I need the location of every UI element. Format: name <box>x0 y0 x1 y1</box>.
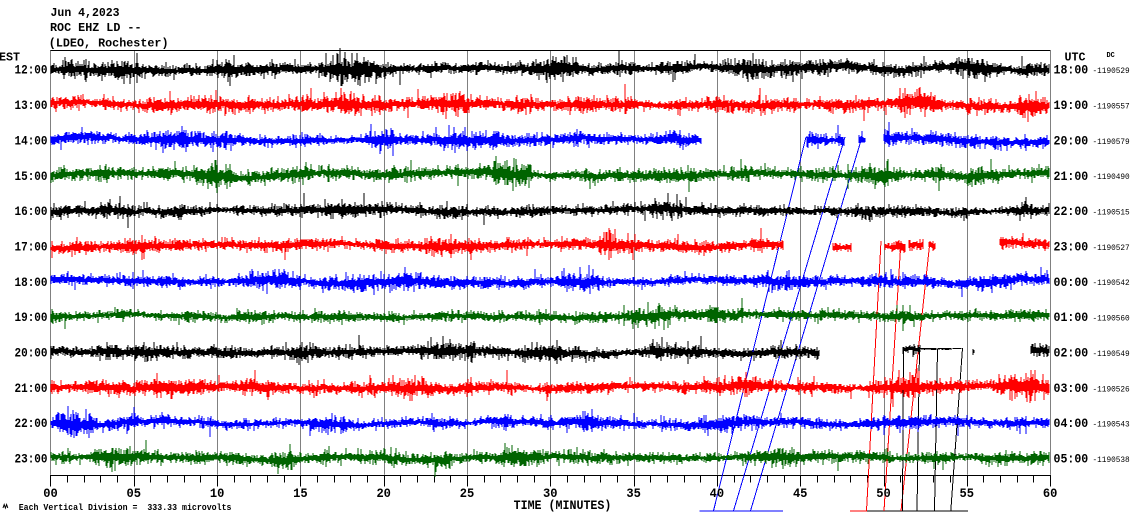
svg-text:-1190543: -1190543 <box>1093 421 1130 430</box>
svg-text:20: 20 <box>376 487 391 501</box>
svg-text:-1190560: -1190560 <box>1093 315 1130 324</box>
svg-text:-1190515: -1190515 <box>1093 209 1130 218</box>
svg-text:21:00: 21:00 <box>15 382 48 396</box>
svg-text:-1190557: -1190557 <box>1093 102 1130 111</box>
svg-text:03:00: 03:00 <box>1054 382 1089 396</box>
svg-text:(LDEO, Rochester): (LDEO, Rochester) <box>49 36 169 50</box>
svg-text:05:00: 05:00 <box>1054 453 1089 467</box>
svg-text:15:00: 15:00 <box>15 170 48 184</box>
svg-text:20:00: 20:00 <box>1054 134 1089 148</box>
svg-text:00: 00 <box>43 487 58 501</box>
svg-text:30: 30 <box>543 487 558 501</box>
svg-text:-1190527: -1190527 <box>1093 244 1130 253</box>
svg-text:12:00: 12:00 <box>15 64 48 78</box>
svg-text:Jun 4,2023: Jun 4,2023 <box>51 6 120 20</box>
svg-text:-1190542: -1190542 <box>1093 279 1130 288</box>
svg-text:00:00: 00:00 <box>1054 276 1089 290</box>
svg-text:50: 50 <box>876 487 891 501</box>
svg-text:15: 15 <box>293 487 308 501</box>
svg-text:55: 55 <box>960 487 975 501</box>
svg-text:19:00: 19:00 <box>15 311 48 325</box>
svg-text:21:00: 21:00 <box>1054 170 1089 184</box>
svg-text:22:00: 22:00 <box>1054 205 1089 219</box>
svg-text:13:00: 13:00 <box>15 99 48 113</box>
svg-text:20:00: 20:00 <box>15 347 48 361</box>
svg-text:-1190538: -1190538 <box>1093 456 1130 465</box>
svg-text:-1190490: -1190490 <box>1093 173 1130 182</box>
svg-text:60: 60 <box>1043 487 1058 501</box>
svg-text:UTC: UTC <box>1065 51 1086 65</box>
svg-text:ROC EHZ LD --: ROC EHZ LD -- <box>50 21 142 35</box>
svg-text:01:00: 01:00 <box>1054 311 1089 325</box>
svg-text:18:00: 18:00 <box>1054 64 1089 78</box>
svg-text:19:00: 19:00 <box>1054 99 1089 113</box>
svg-text:18:00: 18:00 <box>15 276 48 290</box>
svg-text:14:00: 14:00 <box>15 134 48 148</box>
svg-text:Each Vertical Division = 333.: Each Vertical Division = 333.33 microvol… <box>19 503 232 513</box>
svg-text:10: 10 <box>210 487 225 501</box>
svg-text:TIME (MINUTES): TIME (MINUTES) <box>514 499 612 513</box>
svg-text:-1190579: -1190579 <box>1093 138 1130 147</box>
svg-text:02:00: 02:00 <box>1054 347 1089 361</box>
svg-text:25: 25 <box>460 487 475 501</box>
svg-text:05: 05 <box>127 487 142 501</box>
svg-text:EST: EST <box>0 51 20 65</box>
svg-text:40: 40 <box>710 487 725 501</box>
svg-text:04:00: 04:00 <box>1054 417 1089 431</box>
svg-text:-1190549: -1190549 <box>1093 350 1130 359</box>
svg-text:45: 45 <box>793 487 808 501</box>
svg-text:DC: DC <box>1107 52 1116 60</box>
svg-text:22:00: 22:00 <box>15 417 48 431</box>
svg-text:-1190529: -1190529 <box>1093 67 1130 76</box>
svg-text:35: 35 <box>626 487 641 501</box>
svg-text:-1190526: -1190526 <box>1093 385 1130 394</box>
svg-text:23:00: 23:00 <box>1054 240 1089 254</box>
svg-text:17:00: 17:00 <box>15 240 48 254</box>
svg-text:23:00: 23:00 <box>15 453 48 467</box>
svg-text:16:00: 16:00 <box>15 205 48 219</box>
